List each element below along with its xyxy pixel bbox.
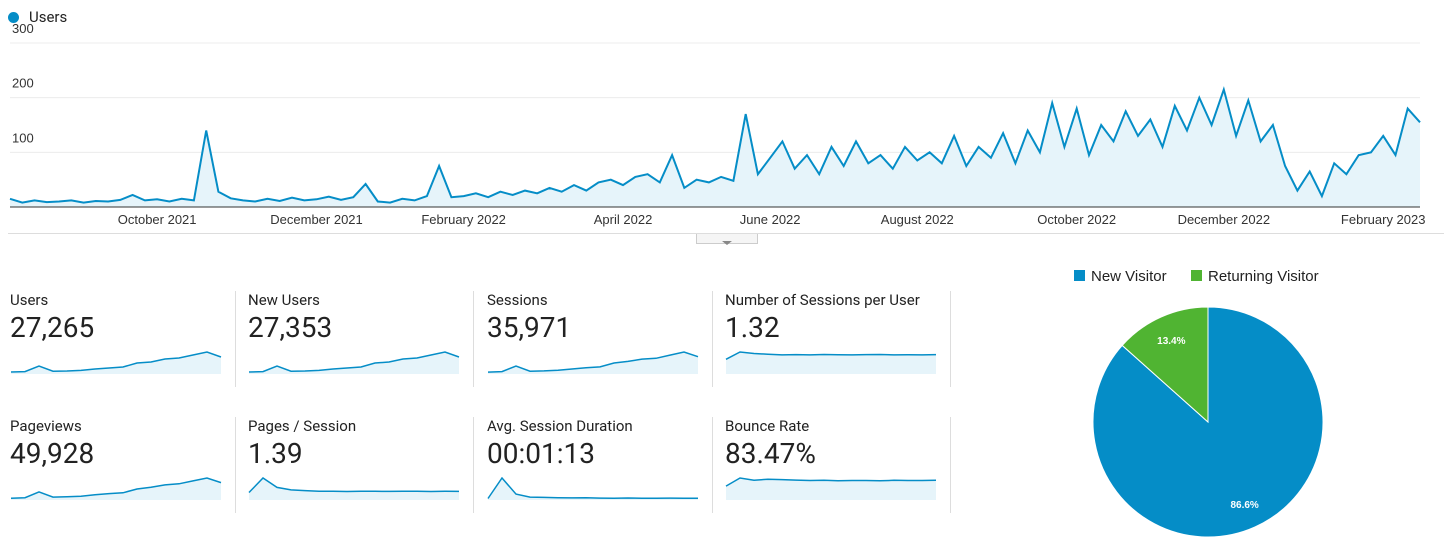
metric-card: Sessions 35,971 — [487, 291, 715, 387]
metric-card: New Users 27,353 — [248, 291, 476, 387]
legend: Users — [8, 8, 67, 26]
collapse-icon — [722, 241, 732, 245]
sparkline-area — [11, 352, 221, 374]
metric-card: Bounce Rate 83.47% — [725, 417, 953, 513]
metric-value: 27,265 — [10, 311, 95, 344]
sparkline — [725, 477, 937, 500]
sparkline-area — [11, 478, 221, 500]
metric-label: Users — [10, 291, 49, 309]
legend-label: Returning Visitor — [1208, 268, 1319, 285]
x-tick-label: April 2022 — [594, 212, 653, 227]
sparkline — [248, 477, 460, 500]
collapse-tab[interactable] — [696, 233, 758, 245]
x-tick-label: August 2022 — [881, 212, 954, 227]
slice-label: 13.4% — [1157, 336, 1185, 347]
y-tick-label: 300 — [12, 21, 34, 36]
y-tick-label: 100 — [12, 130, 34, 145]
metric-card: Number of Sessions per User 1.32 — [725, 291, 953, 387]
metric-label: Sessions — [487, 291, 548, 309]
sparkline-area — [249, 478, 459, 500]
sparkline-line — [725, 477, 937, 487]
metric-label: Avg. Session Duration — [487, 417, 633, 435]
legend-dot — [8, 11, 19, 23]
metric-card: Avg. Session Duration 00:01:13 — [487, 417, 715, 513]
x-tick-label: February 2023 — [1341, 212, 1426, 227]
sparkline — [487, 477, 698, 500]
metric-label: Bounce Rate — [725, 417, 810, 435]
metric-value: 1.39 — [248, 437, 303, 470]
sparkline — [10, 477, 222, 500]
line-chart: 100 200 300 October 2021 December 2021 Februa… — [9, 21, 1426, 227]
sparkline-area — [726, 352, 936, 374]
metric-label: Pages / Session — [248, 417, 357, 435]
legend-swatch — [1074, 270, 1085, 281]
card-separator — [235, 291, 236, 387]
sparkline-area — [488, 352, 698, 374]
metric-card: Users 27,265 — [10, 291, 238, 387]
card-separator — [473, 291, 474, 387]
metric-label: New Users — [248, 291, 320, 309]
metric-value: 00:01:13 — [487, 437, 595, 470]
line — [9, 86, 1421, 204]
card-separator — [473, 417, 474, 513]
x-tick-label: December 2022 — [1178, 212, 1271, 227]
legend-label: New Visitor — [1091, 268, 1167, 285]
card-separator — [712, 417, 713, 513]
sparkline — [248, 351, 460, 374]
sparkline-line — [487, 477, 698, 499]
legend-label: Users — [29, 8, 68, 26]
metric-label: Number of Sessions per User — [725, 291, 920, 309]
metric-value: 1.32 — [725, 311, 780, 344]
pie-slice — [1121, 306, 1209, 424]
area — [10, 89, 1420, 207]
card-separator — [712, 291, 713, 387]
sparkline-line — [248, 351, 460, 373]
sparkline — [487, 351, 699, 374]
sparkline-area — [488, 478, 698, 500]
card-separator — [235, 417, 236, 513]
sparkline-line — [487, 351, 699, 373]
x-tick-label: December 2021 — [270, 212, 363, 227]
divider — [8, 233, 1444, 234]
sparkline — [10, 351, 222, 374]
x-tick-label: June 2022 — [740, 212, 801, 227]
metric-label: Pageviews — [10, 417, 82, 435]
sparkline-area — [726, 478, 936, 500]
y-tick-label: 200 — [12, 76, 34, 91]
sparkline-line — [10, 477, 222, 500]
legend-swatch — [1191, 270, 1202, 281]
sparkline-line — [248, 477, 460, 494]
metric-card: Pages / Session 1.39 — [248, 417, 476, 513]
sparkline-line — [10, 351, 222, 373]
x-tick-label: October 2022 — [1037, 212, 1116, 227]
pie-chart: New Visitor Returning Visitor 86.6% 13.4% — [1074, 268, 1324, 538]
card-separator — [950, 417, 951, 513]
sparkline-line — [725, 351, 937, 360]
metric-card: Pageviews 49,928 — [10, 417, 238, 513]
metric-value: 27,353 — [248, 311, 333, 344]
sparkline — [725, 351, 937, 374]
metric-value: 35,971 — [487, 311, 572, 344]
x-tick-label: February 2022 — [421, 212, 506, 227]
card-separator — [950, 291, 951, 387]
metric-value: 83.47% — [725, 437, 816, 470]
x-tick-label: October 2021 — [118, 212, 197, 227]
sparkline-area — [249, 352, 459, 374]
slice-label: 86.6% — [1230, 500, 1258, 511]
metric-value: 49,928 — [10, 437, 95, 470]
